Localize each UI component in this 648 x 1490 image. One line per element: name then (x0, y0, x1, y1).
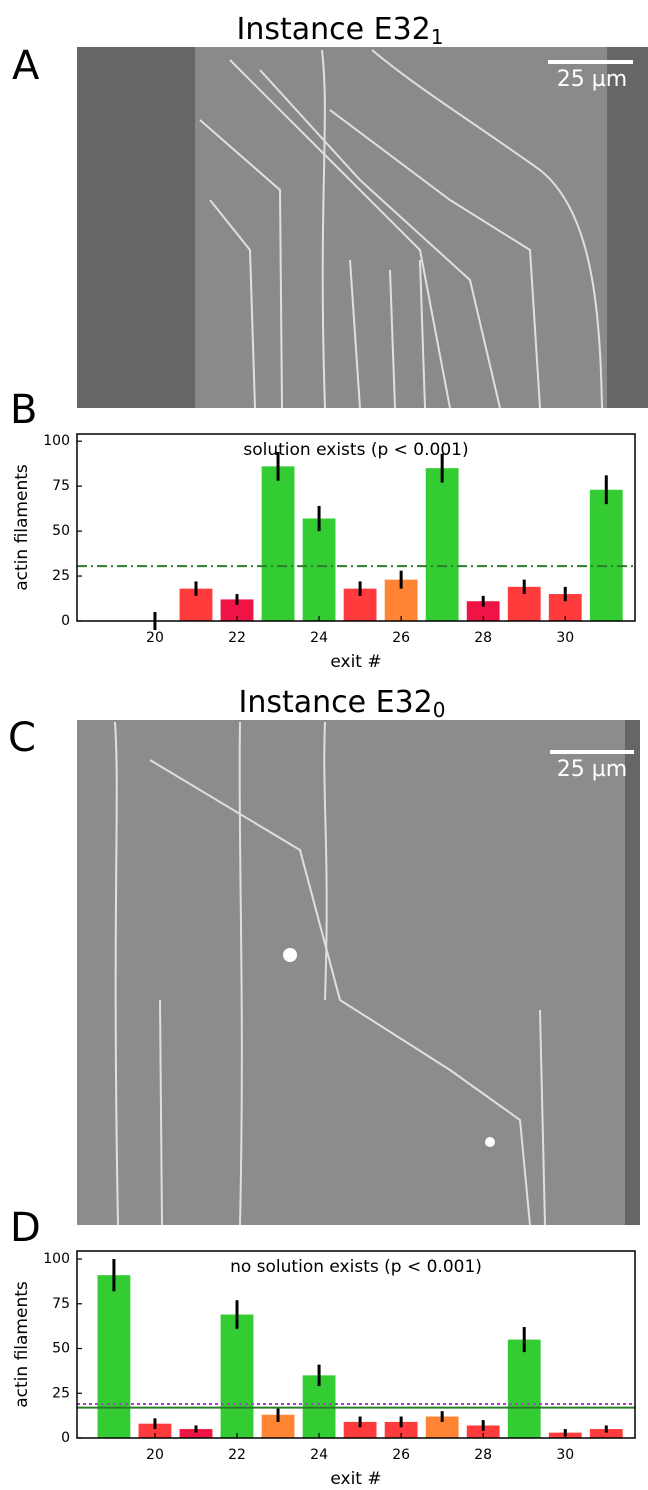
x-axis-label: exit # (330, 652, 381, 672)
bar (384, 1421, 418, 1438)
y-tick-label: 0 (61, 1430, 70, 1446)
title-text: Instance E32 (238, 685, 432, 720)
micrograph-a: Instance E321 A 25 µm (12, 12, 648, 409)
y-tick-label: 25 (52, 1385, 70, 1401)
y-axis-label: actin filaments (12, 464, 32, 591)
image-title: Instance E321 (236, 12, 443, 49)
bar (507, 1339, 541, 1438)
y-tick-label: 75 (52, 1296, 70, 1312)
scale-bar-label: 25 µm (557, 67, 627, 92)
image-edge (625, 720, 640, 1225)
y-tick-label: 50 (52, 1341, 70, 1357)
y-tick-label: 0 (61, 613, 70, 629)
x-tick-label: 20 (146, 1447, 164, 1463)
bar (261, 1414, 295, 1438)
x-tick-label: 26 (392, 1447, 410, 1463)
bar (466, 601, 500, 621)
x-tick-label: 26 (392, 630, 410, 646)
y-tick-label: 75 (52, 478, 70, 494)
bar (425, 468, 459, 621)
x-tick-label: 22 (228, 1447, 246, 1463)
title-subscript: 1 (431, 25, 444, 49)
image-field (195, 47, 607, 408)
x-tick-label: 24 (310, 630, 328, 646)
x-tick-label: 24 (310, 1447, 328, 1463)
y-tick-label: 100 (43, 1251, 70, 1267)
y-tick-label: 25 (52, 568, 70, 584)
bar (425, 1416, 459, 1438)
bar (343, 1421, 377, 1438)
bar (179, 1429, 213, 1438)
bar (138, 1423, 172, 1438)
panel-label: C (8, 715, 36, 761)
image-title: Instance E320 (238, 685, 445, 722)
y-tick-label: 100 (43, 433, 70, 449)
bar (97, 1275, 131, 1438)
image-field (77, 720, 640, 1225)
panel-label: D (10, 1205, 41, 1251)
x-tick-label: 28 (474, 630, 492, 646)
x-axis-label: exit # (330, 1469, 381, 1489)
annotation: solution exists (p < 0.001) (243, 440, 468, 460)
plot-frame (76, 433, 636, 622)
bar (589, 1429, 623, 1438)
bar (466, 1425, 500, 1438)
y-tick-label: 50 (52, 523, 70, 539)
bar (220, 1314, 254, 1438)
annotation: no solution exists (p < 0.001) (230, 1257, 482, 1277)
x-tick-label: 20 (146, 630, 164, 646)
panel-label: B (10, 387, 37, 433)
x-tick-label: 28 (474, 1447, 492, 1463)
bar (261, 466, 295, 621)
x-tick-label: 22 (228, 630, 246, 646)
panel-label: A (12, 43, 40, 89)
y-axis-label: actin filaments (12, 1281, 32, 1408)
title-text: Instance E32 (236, 12, 430, 47)
scale-bar-label: 25 µm (557, 757, 627, 782)
bar (589, 489, 623, 621)
micrograph-c: Instance E320 C 25 µm (8, 685, 640, 1226)
bar (220, 599, 254, 621)
x-tick-label: 30 (556, 630, 574, 646)
title-subscript: 0 (433, 698, 446, 722)
bar (302, 518, 336, 621)
plot-frame (76, 1250, 636, 1439)
x-tick-label: 30 (556, 1447, 574, 1463)
